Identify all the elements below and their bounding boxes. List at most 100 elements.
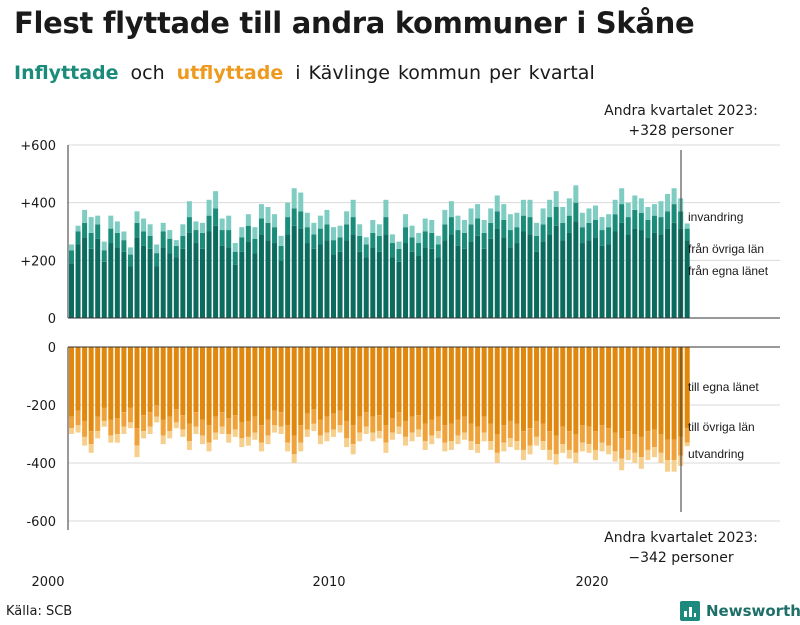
bar-in-1 bbox=[304, 227, 310, 244]
bar-out-1 bbox=[173, 409, 179, 423]
bar-in-2 bbox=[173, 240, 179, 246]
bar-in-2 bbox=[180, 224, 186, 236]
bar-out-1 bbox=[127, 407, 133, 423]
legend-fran-ovriga-lan: från övriga län bbox=[688, 242, 764, 256]
bar-in-0 bbox=[651, 232, 657, 318]
bar-in-0 bbox=[239, 251, 245, 318]
bar-out-1 bbox=[566, 431, 572, 450]
bar-in-2 bbox=[141, 218, 147, 232]
bar-in-0 bbox=[671, 222, 677, 318]
bar-out-1 bbox=[481, 416, 487, 433]
bar-in-0 bbox=[324, 240, 330, 318]
bar-out-1 bbox=[651, 429, 657, 448]
bar-in-1 bbox=[507, 230, 513, 248]
bar-in-2 bbox=[95, 215, 101, 225]
bar-in-1 bbox=[429, 232, 435, 249]
bar-out-0 bbox=[651, 347, 657, 430]
bar-in-2 bbox=[121, 231, 127, 241]
bar-in-0 bbox=[619, 222, 625, 318]
bar-in-0 bbox=[684, 240, 690, 318]
bar-in-2 bbox=[579, 212, 585, 228]
bar-out-0 bbox=[154, 347, 160, 405]
bar-in-1 bbox=[494, 211, 500, 229]
bar-in-2 bbox=[376, 224, 382, 236]
bar-out-2 bbox=[547, 449, 553, 461]
bar-in-1 bbox=[455, 230, 461, 246]
bar-out-0 bbox=[186, 347, 192, 424]
inflow-bars bbox=[69, 185, 690, 318]
bar-out-1 bbox=[383, 425, 389, 443]
bar-in-1 bbox=[311, 234, 317, 249]
bar-out-2 bbox=[684, 442, 690, 447]
bar-in-2 bbox=[468, 208, 474, 225]
bar-in-2 bbox=[534, 222, 540, 236]
bar-in-2 bbox=[134, 211, 140, 223]
subtitle-utflyttade: utflyttade bbox=[176, 62, 284, 84]
bar-in-1 bbox=[547, 217, 553, 235]
bar-in-0 bbox=[232, 264, 238, 318]
bar-out-2 bbox=[462, 432, 467, 440]
bar-out-1 bbox=[232, 415, 238, 430]
bar-out-2 bbox=[69, 428, 74, 434]
bar-out-2 bbox=[409, 432, 415, 442]
bar-out-2 bbox=[147, 426, 153, 434]
bar-out-1 bbox=[632, 434, 638, 453]
bar-out-2 bbox=[134, 445, 140, 458]
bar-in-1 bbox=[291, 208, 297, 226]
bar-out-2 bbox=[311, 423, 317, 432]
bar-in-1 bbox=[619, 204, 625, 223]
bar-out-0 bbox=[638, 347, 644, 437]
bar-out-2 bbox=[127, 422, 133, 429]
bar-in-1 bbox=[186, 217, 192, 233]
bar-out-1 bbox=[579, 425, 585, 443]
bar-in-0 bbox=[475, 235, 481, 318]
bar-out-0 bbox=[501, 347, 507, 426]
bar-in-1 bbox=[475, 218, 481, 236]
bar-out-0 bbox=[141, 347, 147, 416]
bar-out-1 bbox=[134, 428, 140, 446]
bar-in-0 bbox=[350, 234, 356, 318]
bar-in-2 bbox=[625, 202, 631, 218]
bar-out-0 bbox=[193, 347, 199, 413]
bar-out-2 bbox=[442, 442, 448, 452]
bar-out-2 bbox=[337, 425, 343, 433]
bar-in-1 bbox=[219, 230, 225, 246]
bar-in-2 bbox=[665, 194, 671, 212]
bar-in-0 bbox=[88, 248, 94, 318]
legend-till-egna-lanet: till egna länet bbox=[688, 380, 759, 394]
bar-out-2 bbox=[331, 429, 336, 437]
bar-out-0 bbox=[311, 347, 317, 410]
outflow-bars bbox=[69, 347, 690, 472]
bar-out-2 bbox=[638, 457, 644, 469]
bar-out-2 bbox=[553, 454, 559, 465]
bar-out-0 bbox=[625, 347, 631, 432]
bar-in-2 bbox=[396, 241, 402, 249]
bar-in-1 bbox=[593, 219, 598, 238]
bar-out-2 bbox=[619, 458, 625, 471]
bar-out-1 bbox=[193, 412, 199, 427]
bar-out-1 bbox=[160, 419, 166, 436]
bar-out-1 bbox=[167, 416, 173, 432]
bar-in-0 bbox=[547, 234, 553, 318]
bar-in-1 bbox=[488, 222, 494, 239]
bar-in-0 bbox=[258, 234, 264, 318]
bar-in-2 bbox=[547, 199, 553, 218]
bar-in-1 bbox=[298, 211, 304, 229]
axes: +600 +400 +200 0 0 -200 -400 -600 bbox=[20, 139, 780, 530]
bar-in-0 bbox=[389, 257, 395, 318]
bar-out-2 bbox=[180, 429, 186, 437]
bar-out-2 bbox=[186, 441, 192, 450]
bar-in-2 bbox=[200, 222, 205, 233]
bar-in-0 bbox=[311, 248, 317, 318]
bar-in-0 bbox=[337, 251, 343, 318]
bar-out-0 bbox=[409, 347, 415, 417]
bar-out-2 bbox=[285, 442, 291, 452]
bar-out-1 bbox=[219, 412, 225, 427]
bar-in-1 bbox=[534, 235, 540, 252]
bar-in-1 bbox=[101, 250, 107, 262]
annotation-top-line1: Andra kvartalet 2023: bbox=[604, 103, 758, 119]
bar-out-1 bbox=[645, 431, 651, 450]
bar-out-2 bbox=[167, 431, 173, 439]
bar-in-2 bbox=[455, 215, 461, 231]
legend-invandring: invandring bbox=[688, 210, 743, 224]
